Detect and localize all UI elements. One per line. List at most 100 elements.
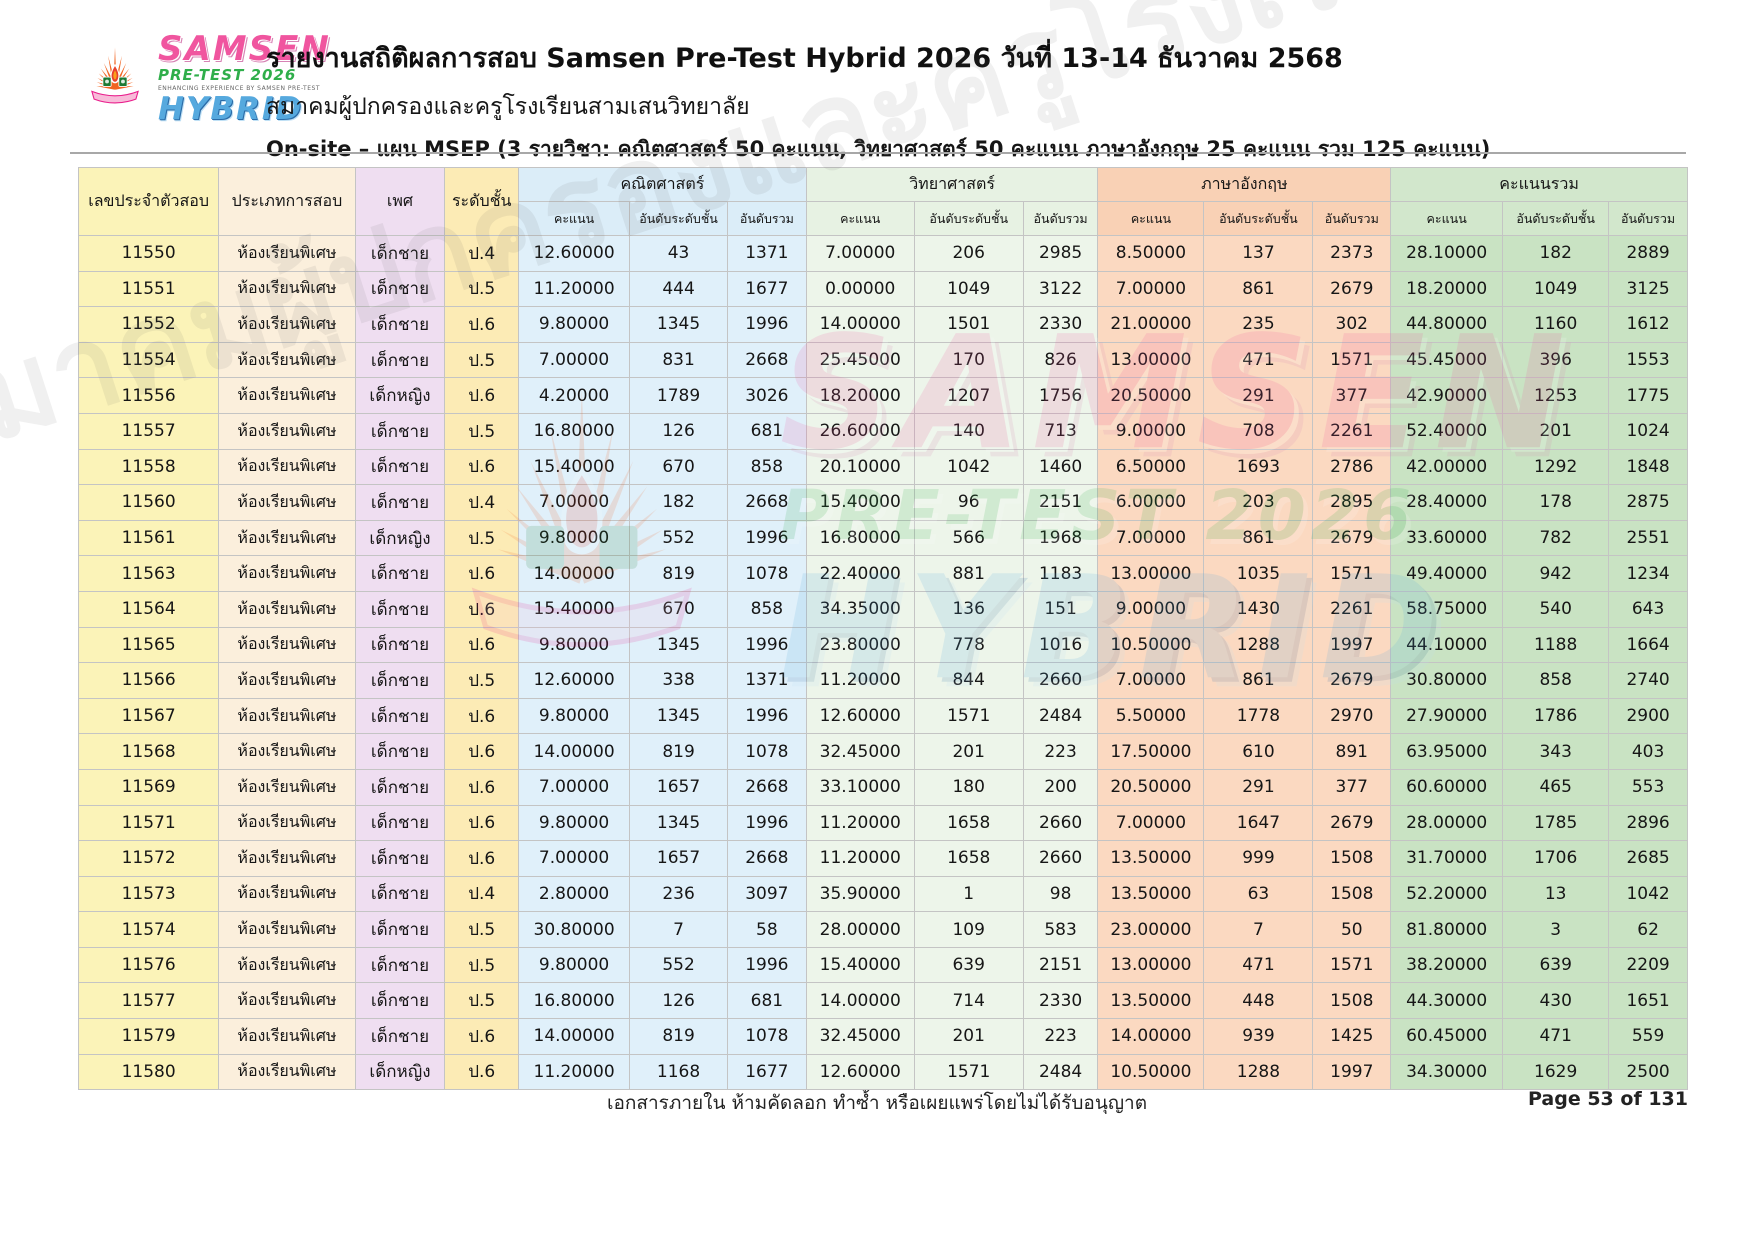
table-row: 11550 ห้องเรียนพิเศษ เด็กชาย ป.4 12.60000 43 1…: [77, 235, 1688, 272]
cell: 403: [1608, 733, 1688, 770]
cell: 35.90000: [805, 875, 915, 913]
cell: 11573: [77, 875, 220, 913]
cell: ป.5: [444, 341, 520, 379]
cell: 13.50000: [1097, 840, 1205, 877]
logo-pretest-text: PRE-TEST 2026: [158, 66, 297, 84]
cell: 11568: [77, 733, 220, 770]
cell: ป.5: [444, 946, 520, 984]
cell: 610: [1203, 733, 1314, 770]
cell: 2985: [1022, 235, 1099, 272]
cell: เด็กชาย: [354, 875, 446, 913]
cell: 1775: [1608, 377, 1688, 414]
cell: 670: [629, 448, 728, 486]
logo-wordmark: SAMSEN PRE-TEST 2026 ENHANCING EXPERIENC…: [158, 32, 331, 125]
cell: ห้องเรียนพิเศษ: [218, 946, 356, 984]
results-table-wrap: เลขประจำตัวสอบ ประเภทการสอบ เพศ ระดับชั้…: [77, 167, 1688, 1091]
cell: 1996: [727, 626, 807, 664]
cell: 2261: [1312, 590, 1392, 628]
cell: 11560: [77, 484, 220, 521]
cell: 2679: [1312, 270, 1392, 308]
cell: 7.00000: [805, 235, 915, 272]
cell: 291: [1203, 768, 1314, 806]
cell: 201: [1502, 412, 1610, 450]
cell: 9.00000: [1097, 590, 1205, 628]
cell: 23.00000: [1097, 911, 1205, 948]
table-row: 11568 ห้องเรียนพิเศษ เด็กชาย ป.6 14.00000 819…: [77, 733, 1688, 770]
cell: ห้องเรียนพิเศษ: [218, 662, 356, 699]
cell: 1042: [1608, 875, 1688, 913]
cell: 21.00000: [1097, 306, 1205, 343]
cell: 1677: [727, 270, 807, 308]
cell: ห้องเรียนพิเศษ: [218, 1018, 356, 1055]
sub-header-math-grade-rank: อันดับระดับชั้น: [629, 201, 728, 236]
cell: 2330: [1022, 306, 1099, 343]
cell: 1693: [1203, 448, 1314, 486]
cell: 639: [1502, 946, 1610, 984]
cell: 20.50000: [1097, 768, 1205, 806]
cell: 681: [727, 412, 807, 450]
cell: 2660: [1022, 662, 1099, 699]
cell: เด็กชาย: [354, 911, 446, 948]
table-row: 11552 ห้องเรียนพิเศษ เด็กชาย ป.6 9.80000 1345…: [77, 306, 1688, 343]
cell: 9.80000: [518, 519, 631, 557]
table-row: 11557 ห้องเรียนพิเศษ เด็กชาย ป.5 16.80000 126…: [77, 412, 1688, 450]
cell: 1571: [913, 1053, 1024, 1091]
cell: เด็กชาย: [354, 733, 446, 770]
cell: 9.80000: [518, 306, 631, 343]
cell: 1288: [1203, 1053, 1314, 1091]
cell: เด็กหญิง: [354, 519, 446, 557]
cell: 471: [1502, 1018, 1610, 1055]
cell: 178: [1502, 484, 1610, 521]
cell: 1460: [1022, 448, 1099, 486]
cell: 11580: [77, 1053, 220, 1091]
cell: เด็กชาย: [354, 270, 446, 308]
sub-header-sci-grade-rank: อันดับระดับชั้น: [913, 201, 1024, 236]
cell: 32.45000: [805, 1018, 915, 1055]
cell: 1288: [1203, 626, 1314, 664]
cell: 1789: [629, 377, 728, 414]
cell: 999: [1203, 840, 1314, 877]
cell: 44.80000: [1390, 306, 1504, 343]
cell: 15.40000: [805, 946, 915, 984]
cell: 552: [629, 519, 728, 557]
table-row: 11566 ห้องเรียนพิเศษ เด็กชาย ป.5 12.60000 338…: [77, 662, 1688, 699]
samsen-school-crest-icon: [82, 28, 148, 124]
report-header: รายงานสถิติผลการสอบ Samsen Pre-Test Hybr…: [266, 36, 1566, 166]
cell: 13.00000: [1097, 946, 1205, 984]
cell: 1345: [629, 626, 728, 664]
cell: ห้องเรียนพิเศษ: [218, 626, 356, 664]
cell: 1501: [913, 306, 1024, 343]
cell: 7.00000: [1097, 270, 1205, 308]
cell: 2900: [1608, 697, 1688, 735]
cell: 1664: [1608, 626, 1688, 664]
cell: 1968: [1022, 519, 1099, 557]
cell: 448: [1203, 982, 1314, 1020]
sub-header-sci-overall: อันดับรวม: [1022, 201, 1099, 236]
plan-line: On-site – แผน MSEP (3 รายวิชา: คณิตศาสตร…: [266, 137, 1491, 161]
cell: 7.00000: [1097, 804, 1205, 842]
cell: 11564: [77, 590, 220, 628]
cell: 2500: [1608, 1053, 1688, 1091]
cell: 302: [1312, 306, 1392, 343]
cell: 2668: [727, 840, 807, 877]
cell: เด็กหญิง: [354, 1053, 446, 1091]
cell: 2151: [1022, 484, 1099, 521]
cell: ป.6: [444, 1053, 520, 1091]
cell: 819: [629, 733, 728, 770]
cell: 223: [1022, 733, 1099, 770]
cell: 713: [1022, 412, 1099, 450]
cell: 708: [1203, 412, 1314, 450]
group-header-english: ภาษาอังกฤษ: [1097, 167, 1392, 202]
cell: ห้องเรียนพิเศษ: [218, 982, 356, 1020]
cell: 2330: [1022, 982, 1099, 1020]
cell: 1996: [727, 946, 807, 984]
cell: 1345: [629, 306, 728, 343]
cell: 201: [913, 733, 1024, 770]
cell: 1508: [1312, 982, 1392, 1020]
cell: 182: [1502, 235, 1610, 272]
cell: 34.30000: [1390, 1053, 1504, 1091]
cell: ป.5: [444, 270, 520, 308]
cell: 1042: [913, 448, 1024, 486]
cell: ป.6: [444, 804, 520, 842]
cell: 1234: [1608, 555, 1688, 592]
